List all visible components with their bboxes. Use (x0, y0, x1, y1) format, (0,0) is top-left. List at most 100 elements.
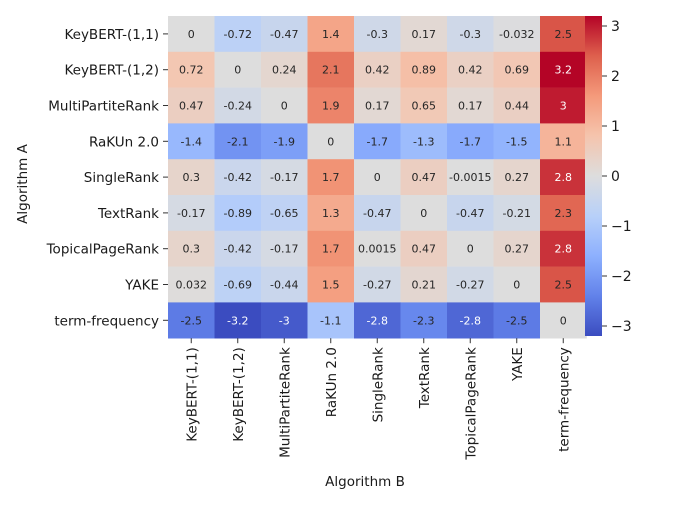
cell-value-label: 0.44 (505, 100, 530, 113)
colorbar-tick-label: 3 (611, 19, 620, 35)
heatmap-cell (168, 230, 215, 267)
cell-value-label: -0.89 (224, 207, 252, 220)
cell-value-label: 0.3 (183, 171, 201, 184)
heatmap-cell (354, 302, 401, 339)
cell-value-label: -2.3 (413, 314, 434, 327)
heatmap-cell (307, 230, 355, 267)
cell-value-label: -1.3 (413, 135, 434, 148)
heatmap-cell (540, 159, 587, 196)
heatmap-cell (447, 230, 494, 267)
heatmap-cell (354, 87, 401, 124)
heatmap-cell (214, 266, 262, 303)
cell-value-label: -0.47 (363, 207, 391, 220)
column-label: term-frequency (556, 347, 572, 452)
cell-value-label: -3.2 (227, 314, 248, 327)
heatmap-cell (447, 51, 494, 88)
heatmap-cell (447, 87, 494, 124)
cell-value-label: -2.1 (227, 135, 248, 148)
cell-value-label: 0 (327, 135, 334, 148)
cell-value-label: 2.5 (555, 28, 573, 41)
heatmap-cell (493, 230, 541, 267)
cell-value-label: 0.42 (365, 64, 390, 77)
heatmap-cell (540, 266, 587, 303)
heatmap-cell (493, 87, 541, 124)
colorbar-tick-label: −3 (611, 319, 632, 335)
cell-value-label: 0.3 (183, 243, 201, 256)
cell-value-label: -0.21 (503, 207, 531, 220)
heatmap-cell (168, 302, 215, 339)
heatmap-cell (447, 266, 494, 303)
cell-value-label: -0.27 (456, 279, 484, 292)
heatmap-cell (214, 230, 262, 267)
cell-value-label: 3.2 (555, 64, 573, 77)
cell-value-label: -0.47 (456, 207, 484, 220)
heatmap-cell (307, 302, 355, 339)
cell-value-label: 0.72 (179, 64, 204, 77)
heatmap-cell (400, 230, 448, 267)
heatmap-cell (493, 195, 541, 232)
cell-value-label: 0.17 (412, 28, 437, 41)
column-label: RaKUn 2.0 (324, 347, 340, 417)
heatmap-cell (307, 87, 355, 124)
cell-value-label: 0.65 (412, 100, 437, 113)
cell-value-label: -3 (279, 314, 290, 327)
cell-value-label: 2.8 (555, 171, 573, 184)
heatmap-cell (400, 123, 448, 160)
row-label: YAKE (124, 278, 159, 294)
cell-value-label: -0.42 (224, 243, 252, 256)
heatmap-cell (447, 302, 494, 339)
cell-value-label: -0.44 (270, 279, 298, 292)
heatmap-cell (447, 159, 494, 196)
heatmap-cell (261, 87, 308, 124)
heatmap-cell (493, 266, 541, 303)
heatmap-cell (400, 266, 448, 303)
heatmap-cell (168, 159, 215, 196)
column-labels: KeyBERT-(1,1) KeyBERT-(1,2) MultiPartiteRa… (184, 338, 572, 461)
cell-value-label: -0.24 (224, 100, 252, 113)
cell-value-label: -0.3 (367, 28, 388, 41)
cell-value-label: 0.27 (505, 243, 530, 256)
cell-value-label: 0 (467, 243, 474, 256)
heatmap-cell (354, 266, 401, 303)
heatmap-cell (168, 266, 215, 303)
cell-value-label: 0 (420, 207, 427, 220)
cell-value-label: -0.17 (177, 207, 205, 220)
cell-value-label: -0.17 (270, 243, 298, 256)
heatmap-cell (307, 195, 355, 232)
heatmap-cell (261, 230, 308, 267)
heatmap-cell (540, 230, 587, 267)
cell-value-label: 0.89 (412, 64, 437, 77)
heatmap-cell (540, 16, 587, 53)
row-label: MultiPartiteRank (48, 99, 159, 115)
heatmap-cell (493, 123, 541, 160)
heatmap-cell (354, 195, 401, 232)
cell-value-label: -0.032 (499, 28, 534, 41)
cell-value-label: 0.17 (458, 100, 483, 113)
cell-value-label: 0 (560, 314, 567, 327)
cell-value-label: 0 (513, 279, 520, 292)
heatmap-cell (307, 123, 355, 160)
column-label: SingleRank (370, 347, 386, 422)
cell-value-label: -2.8 (460, 314, 481, 327)
row-label: TopicalPageRank (46, 242, 160, 258)
cell-value-label: 0.69 (505, 64, 530, 77)
heatmap-cell (354, 159, 401, 196)
cell-value-label: 0.27 (505, 171, 530, 184)
heatmap-cell (540, 51, 587, 88)
column-label: KeyBERT-(1,1) (184, 347, 200, 442)
cell-value-label: 0.47 (412, 171, 437, 184)
cell-value-label: -0.3 (460, 28, 481, 41)
row-label: SingleRank (84, 170, 159, 186)
cell-value-label: 1.3 (322, 207, 340, 220)
cell-value-label: -0.72 (224, 28, 252, 41)
heatmap-cell (307, 51, 355, 88)
cell-value-label: -0.47 (270, 28, 298, 41)
heatmap-cell (307, 159, 355, 196)
heatmap-cell (168, 123, 215, 160)
cell-value-label: -1.5 (506, 135, 527, 148)
column-label: MultiPartiteRank (277, 347, 293, 458)
column-label: TextRank (417, 347, 433, 409)
column-label: KeyBERT-(1,2) (231, 347, 247, 442)
colorbar-tick-label: −1 (611, 219, 632, 235)
cell-value-label: -2.5 (181, 314, 202, 327)
